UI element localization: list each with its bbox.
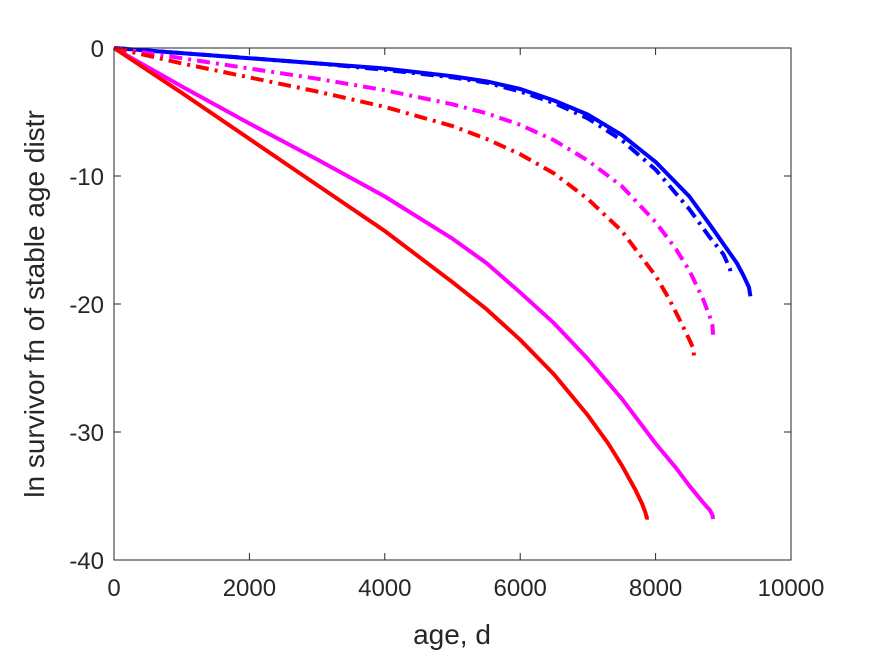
plot-background [114,48,791,560]
series-line-6 [112,46,649,520]
x-tick-label: 10000 [758,575,825,602]
x-tick-label: 6000 [494,575,547,602]
x-axis-ticks: 0 2000 4000 6000 8000 10000 [107,48,824,602]
series-line-4 [113,46,697,361]
series-line-5 [113,46,716,520]
y-tick-label: -30 [69,420,104,447]
x-tick-label: 4000 [358,575,411,602]
x-axis-label: age, d [413,619,491,650]
y-tick-label: -20 [69,292,104,319]
series-line-3 [113,46,716,335]
x-tick-label: 8000 [629,575,682,602]
series-line-2 [113,46,733,276]
y-axis-ticks: -40 -30 -20 -10 0 [69,36,791,575]
y-tick-label: -40 [69,548,104,575]
y-axis-label: ln survivor fn of stable age distr [19,110,50,498]
series-layer [112,46,753,520]
x-tick-label: 0 [107,575,120,602]
y-tick-label: 0 [91,36,104,63]
x-tick-label: 2000 [223,575,276,602]
y-tick-label: -10 [69,164,104,191]
